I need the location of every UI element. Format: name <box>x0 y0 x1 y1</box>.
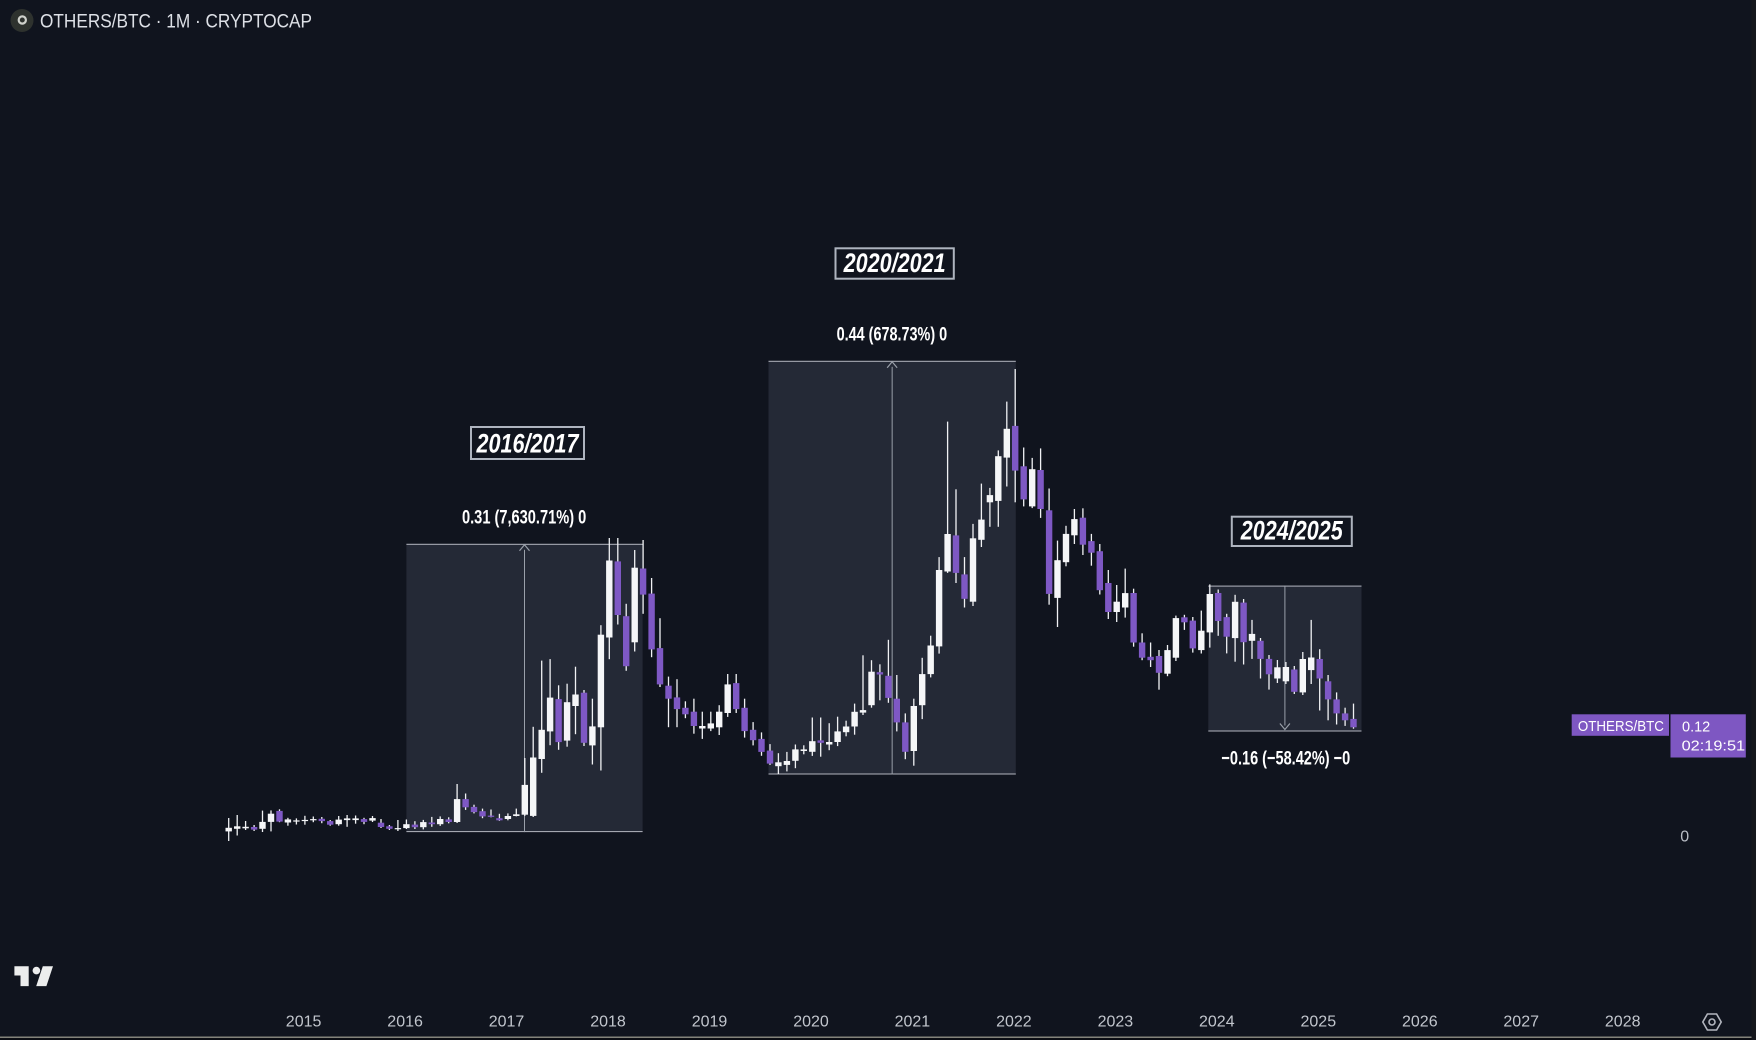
svg-text:2024: 2024 <box>1199 1014 1235 1031</box>
svg-text:2017: 2017 <box>489 1014 525 1031</box>
svg-text:2020: 2020 <box>793 1014 829 1031</box>
svg-text:2015: 2015 <box>286 1014 322 1031</box>
svg-text:2020/2021: 2020/2021 <box>843 248 946 278</box>
svg-text:2016/2017: 2016/2017 <box>476 429 580 459</box>
svg-text:2018: 2018 <box>590 1014 626 1031</box>
svg-text:2019: 2019 <box>692 1014 728 1031</box>
svg-text:OTHERS/BTC · 1M · CRYPTOCAP: OTHERS/BTC · 1M · CRYPTOCAP <box>40 12 312 33</box>
svg-text:2026: 2026 <box>1402 1014 1438 1031</box>
svg-text:2022: 2022 <box>996 1014 1032 1031</box>
svg-text:0.44 (678.73%) 0: 0.44 (678.73%) 0 <box>837 324 948 346</box>
svg-text:2016: 2016 <box>387 1014 423 1031</box>
svg-text:2025: 2025 <box>1301 1014 1337 1031</box>
svg-text:2028: 2028 <box>1605 1014 1641 1031</box>
svg-text:−0.16 (−58.42%) −0: −0.16 (−58.42%) −0 <box>1221 748 1350 770</box>
svg-text:2024/2025: 2024/2025 <box>1240 516 1344 546</box>
svg-text:02:19:51: 02:19:51 <box>1682 739 1746 755</box>
svg-text:2023: 2023 <box>1098 1014 1134 1031</box>
svg-text:0: 0 <box>1680 829 1689 846</box>
svg-text:0.12: 0.12 <box>1682 720 1710 736</box>
svg-text:0.31 (7,630.71%) 0: 0.31 (7,630.71%) 0 <box>462 507 586 529</box>
svg-text:OTHERS/BTC: OTHERS/BTC <box>1578 719 1664 735</box>
svg-text:2027: 2027 <box>1503 1014 1539 1031</box>
svg-text:2021: 2021 <box>895 1014 931 1031</box>
